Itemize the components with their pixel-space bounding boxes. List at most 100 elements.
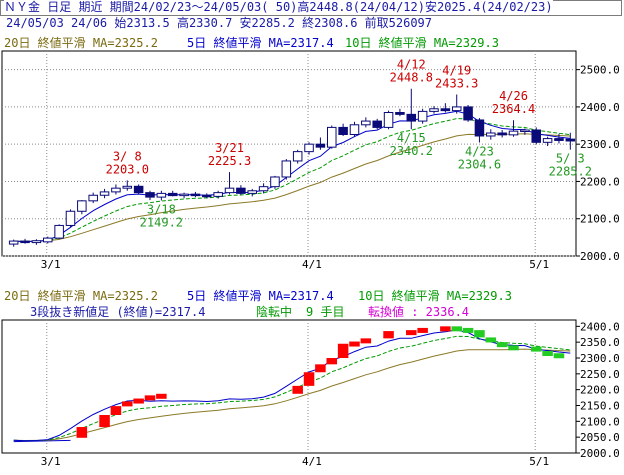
- lower-plot-frame: [1, 319, 577, 454]
- candle-body: [213, 192, 223, 197]
- candle-body: [327, 126, 337, 148]
- break-state: 陰転中: [256, 304, 292, 319]
- candle-body: [111, 187, 121, 193]
- candle-body: [156, 192, 167, 198]
- candle-body: [451, 106, 462, 112]
- break-brick: [292, 385, 303, 394]
- annotation-value: 2433.3: [435, 76, 478, 90]
- lower-ma20-line: [13, 348, 571, 442]
- lower-y-tick-label: 2000.0: [580, 447, 620, 460]
- candle-body: [417, 110, 428, 122]
- candle-body: [99, 191, 110, 196]
- break-brick: [474, 330, 485, 338]
- break-brick: [76, 427, 88, 438]
- upper-y-tick-label: 2100.0: [580, 213, 620, 226]
- candle-body: [542, 138, 553, 143]
- annotation-date: 4/23: [465, 144, 494, 158]
- lower-legend-ma20: 20日 終値平滑 MA=2325.2: [4, 288, 158, 303]
- candle-body: [520, 129, 530, 133]
- break-brick: [110, 406, 122, 415]
- upper-y-tick-label: 2300.0: [580, 138, 620, 151]
- lower-legend: 20日 終値平滑 MA=2325.2 5日 終値平滑 MA=2317.4 10日…: [4, 288, 512, 303]
- break-brick: [326, 358, 338, 365]
- candle-body: [224, 187, 235, 194]
- annotation-value: 2448.8: [390, 71, 433, 85]
- candle-body: [65, 210, 76, 226]
- candle-body: [8, 240, 19, 245]
- lower-y-tick-label: 2350.0: [580, 336, 620, 349]
- candle-body: [133, 185, 144, 194]
- upper-x-tick-label: 3/1: [41, 258, 61, 271]
- annotation-date: 4/19: [442, 63, 471, 77]
- lower-legend-ma10: 10日 終値平滑 MA=2329.3: [358, 288, 512, 303]
- candle-body: [292, 151, 303, 162]
- legend-ma10: 10日 終値平滑 MA=2329.3: [345, 35, 499, 50]
- candle-body: [429, 108, 439, 112]
- lower-x-tick-label: 4/1: [302, 455, 322, 468]
- upper-price-panel: 2500.0 2400.0 2300.0 2200.0 2100.0 2000.0 3/1 4…: [1, 50, 620, 271]
- break-brick: [553, 353, 565, 359]
- candle-body: [247, 190, 257, 194]
- header-title-line: ＮＹ金 日足 期近 期間24/02/23～24/05/03( 50)高2448.…: [4, 0, 553, 15]
- candle-body: [315, 143, 326, 148]
- annotation-date: 5/ 3: [556, 152, 585, 166]
- break-brick: [462, 327, 474, 333]
- candle-body: [167, 192, 178, 197]
- candle-body: [145, 192, 155, 198]
- upper-x-tick-label: 4/1: [302, 258, 322, 271]
- break-brick: [496, 342, 508, 348]
- break-line-value: 3段抜き新値足 (終値)=2317.4: [30, 304, 205, 319]
- lower-legend-ma5: 5日 終値平滑 MA=2317.4: [187, 288, 334, 303]
- annotation-value: 2364.4: [492, 102, 535, 116]
- lower-y-tick-label: 2200.0: [580, 384, 620, 397]
- lower-x-tick-label: 5/1: [529, 455, 549, 468]
- break-brick: [508, 345, 519, 351]
- annotation-date: 3/ 8: [113, 149, 142, 163]
- annotation-date: 3/18: [147, 202, 176, 216]
- candle-body: [202, 194, 212, 198]
- break-brick: [315, 364, 326, 373]
- upper-y-tick-label: 2200.0: [580, 175, 620, 188]
- candle-body: [122, 185, 133, 189]
- candle-body: [281, 160, 292, 178]
- lower-y-tick-label: 2250.0: [580, 368, 620, 381]
- lower-info: 3段抜き新値足 (終値)=2317.4 陰転中 9 手目 転換値 : 2336.…: [30, 304, 469, 319]
- candle-body: [406, 113, 417, 122]
- lower-y-tick-label: 2050.0: [580, 431, 620, 444]
- candle-body: [88, 194, 98, 202]
- annotation-value: 2285.2: [549, 165, 592, 179]
- annotation-value: 2203.0: [106, 162, 149, 176]
- annotation-date: 3/21: [215, 141, 244, 155]
- break-brick: [122, 401, 133, 407]
- annotation-value: 2304.6: [458, 157, 501, 171]
- candle-body: [383, 112, 394, 128]
- annotation-value: 2340.2: [390, 144, 433, 158]
- break-brick: [349, 341, 360, 347]
- legend-ma20: 20日 終値平滑 MA=2325.2: [4, 35, 158, 50]
- break-brick: [383, 331, 394, 339]
- candle-body: [304, 143, 314, 153]
- candle-body: [497, 132, 507, 136]
- break-brick: [530, 346, 542, 352]
- break-brick: [360, 338, 372, 344]
- annotation-value: 2225.3: [208, 154, 251, 168]
- break-brick: [542, 351, 553, 357]
- upper-y-tick-label: 2000.0: [580, 250, 620, 263]
- annotation-date: 4/26: [499, 89, 528, 103]
- candle-body: [463, 106, 473, 121]
- break-brick: [485, 337, 497, 343]
- candle-body: [77, 200, 87, 212]
- candle-body: [258, 186, 269, 192]
- candle-body: [349, 124, 360, 135]
- candle-body: [43, 237, 53, 243]
- candle-body: [31, 240, 42, 244]
- candle-body: [361, 120, 371, 126]
- candle-body: [531, 129, 541, 143]
- candle-body: [565, 138, 576, 142]
- lower-y-tick-label: 2400.0: [580, 320, 620, 333]
- lower-ma5-line: [13, 329, 571, 442]
- candle-body: [54, 224, 64, 239]
- candle-body: [486, 132, 496, 137]
- break-brick: [440, 326, 451, 332]
